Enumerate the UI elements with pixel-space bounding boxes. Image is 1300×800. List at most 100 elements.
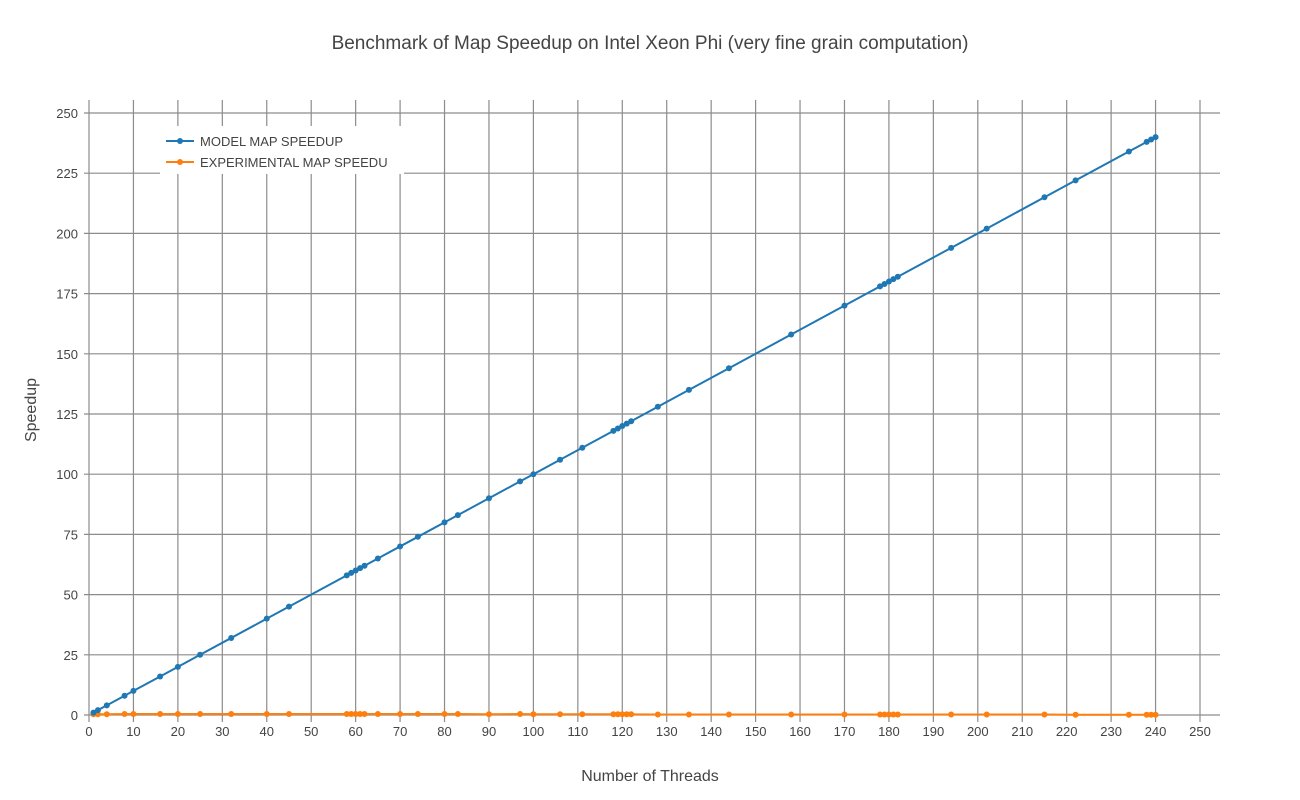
data-point[interactable] (610, 711, 617, 718)
data-point[interactable] (361, 711, 368, 718)
data-point[interactable] (343, 711, 350, 718)
data-point[interactable] (228, 634, 235, 641)
data-point[interactable] (374, 711, 381, 718)
data-point[interactable] (121, 692, 128, 699)
data-point[interactable] (157, 673, 164, 680)
data-point[interactable] (841, 302, 848, 309)
data-point[interactable] (841, 711, 848, 718)
data-point[interactable] (157, 711, 164, 718)
data-point[interactable] (890, 711, 897, 718)
data-point[interactable] (263, 615, 270, 622)
data-point[interactable] (1143, 711, 1150, 718)
data-point[interactable] (228, 711, 235, 718)
data-point[interactable] (881, 711, 888, 718)
data-point[interactable] (628, 418, 635, 425)
data-point[interactable] (1143, 138, 1150, 145)
data-point[interactable] (685, 386, 692, 393)
data-point[interactable] (614, 711, 621, 718)
data-point[interactable] (414, 711, 421, 718)
data-point[interactable] (348, 711, 355, 718)
data-point[interactable] (614, 425, 621, 432)
data-point[interactable] (579, 711, 586, 718)
data-point[interactable] (983, 225, 990, 232)
data-point[interactable] (623, 420, 630, 427)
data-point[interactable] (174, 663, 181, 670)
data-point[interactable] (1125, 711, 1132, 718)
data-point[interactable] (1148, 136, 1155, 143)
data-point[interactable] (877, 283, 884, 290)
data-point[interactable] (103, 702, 110, 709)
data-point[interactable] (361, 562, 368, 569)
data-point[interactable] (619, 423, 626, 430)
data-point[interactable] (983, 711, 990, 718)
data-point[interactable] (885, 278, 892, 285)
data-point[interactable] (610, 427, 617, 434)
data-point[interactable] (788, 711, 795, 718)
data-point[interactable] (357, 565, 364, 572)
data-point[interactable] (374, 555, 381, 562)
data-point[interactable] (948, 711, 955, 718)
data-point[interactable] (894, 273, 901, 280)
data-point[interactable] (579, 444, 586, 451)
data-point[interactable] (1041, 194, 1048, 201)
data-point[interactable] (130, 711, 137, 718)
data-point[interactable] (1072, 177, 1079, 184)
data-point[interactable] (454, 512, 461, 519)
data-point[interactable] (343, 572, 350, 579)
data-point[interactable] (441, 519, 448, 526)
data-point[interactable] (890, 276, 897, 283)
data-point[interactable] (441, 711, 448, 718)
data-point[interactable] (285, 711, 292, 718)
data-point[interactable] (197, 651, 204, 658)
data-point[interactable] (557, 456, 564, 463)
data-point[interactable] (517, 478, 524, 485)
data-point[interactable] (1152, 134, 1159, 141)
data-point[interactable] (619, 711, 626, 718)
data-point[interactable] (414, 533, 421, 540)
legend-item[interactable]: MODEL MAP SPEEDUP (166, 134, 343, 149)
data-point[interactable] (1072, 711, 1079, 718)
data-point[interactable] (530, 711, 537, 718)
data-point[interactable] (352, 711, 359, 718)
data-point[interactable] (103, 711, 110, 718)
data-point[interactable] (352, 567, 359, 574)
data-point[interactable] (623, 711, 630, 718)
data-point[interactable] (1148, 711, 1155, 718)
data-point[interactable] (90, 709, 97, 716)
legend-item[interactable]: EXPERIMENTAL MAP SPEEDU (166, 155, 388, 170)
data-point[interactable] (557, 711, 564, 718)
data-point[interactable] (685, 711, 692, 718)
data-point[interactable] (454, 711, 461, 718)
data-point[interactable] (348, 569, 355, 576)
data-point[interactable] (948, 244, 955, 251)
data-point[interactable] (654, 403, 661, 410)
data-point[interactable] (877, 711, 884, 718)
data-point[interactable] (885, 711, 892, 718)
data-point[interactable] (263, 711, 270, 718)
data-point[interactable] (485, 495, 492, 502)
data-point[interactable] (285, 603, 292, 610)
data-point[interactable] (121, 711, 128, 718)
data-point[interactable] (197, 711, 204, 718)
data-point[interactable] (517, 711, 524, 718)
data-point[interactable] (725, 711, 732, 718)
data-point[interactable] (397, 711, 404, 718)
data-point[interactable] (628, 711, 635, 718)
data-point[interactable] (94, 707, 101, 714)
data-point[interactable] (788, 331, 795, 338)
data-point[interactable] (894, 711, 901, 718)
series-layer (90, 134, 1159, 718)
data-point[interactable] (174, 711, 181, 718)
data-point[interactable] (725, 365, 732, 372)
data-point[interactable] (130, 687, 137, 694)
data-point[interactable] (1125, 148, 1132, 155)
data-point[interactable] (654, 711, 661, 718)
data-point[interactable] (1041, 711, 1048, 718)
data-point[interactable] (881, 280, 888, 287)
legend[interactable]: MODEL MAP SPEEDUP EXPERIMENTAL MAP SPEEDU (160, 126, 404, 174)
data-point[interactable] (357, 711, 364, 718)
data-point[interactable] (397, 543, 404, 550)
data-point[interactable] (530, 471, 537, 478)
data-point[interactable] (1152, 711, 1159, 718)
data-point[interactable] (485, 711, 492, 718)
